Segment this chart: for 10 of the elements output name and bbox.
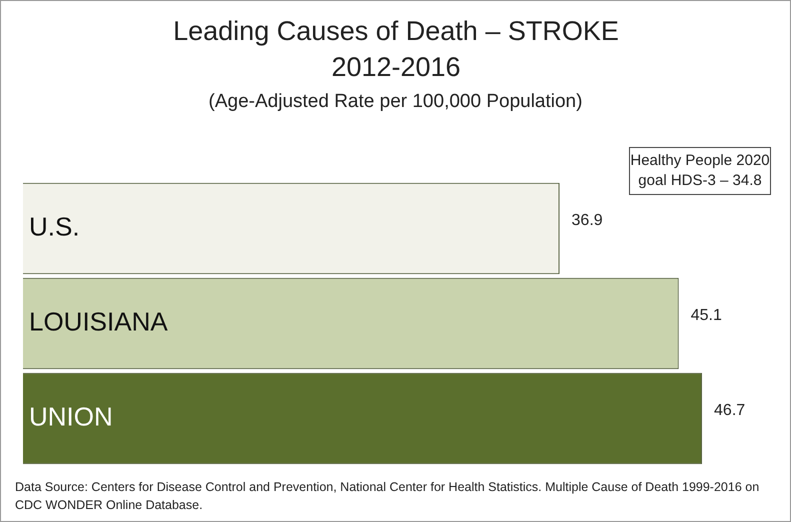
chart-title: Leading Causes of Death – STROKE 2012-2016 — [172, 15, 620, 84]
source-note: Data Source: Centers for Disease Control and Prevention, National Center for Health Statistics. Multiple Cause of Death 1999-2016 on CDC WONDER Online Database. — [15, 479, 760, 514]
data-label: 46.7 — [714, 402, 746, 419]
y-tick-label: UNION — [29, 402, 113, 432]
y-tick-label: LOUISIANA — [29, 306, 168, 337]
annotation: Healthy People 2020 goal HDS-3 – 34.8 — [629, 147, 771, 195]
data-label: 45.1 — [690, 306, 722, 324]
data-label: 36.9 — [572, 212, 603, 229]
chart-subtitle: (Age-Adjusted Rate per 100,000 Population) — [208, 91, 584, 113]
y-tick-label: U.S. — [29, 212, 80, 242]
